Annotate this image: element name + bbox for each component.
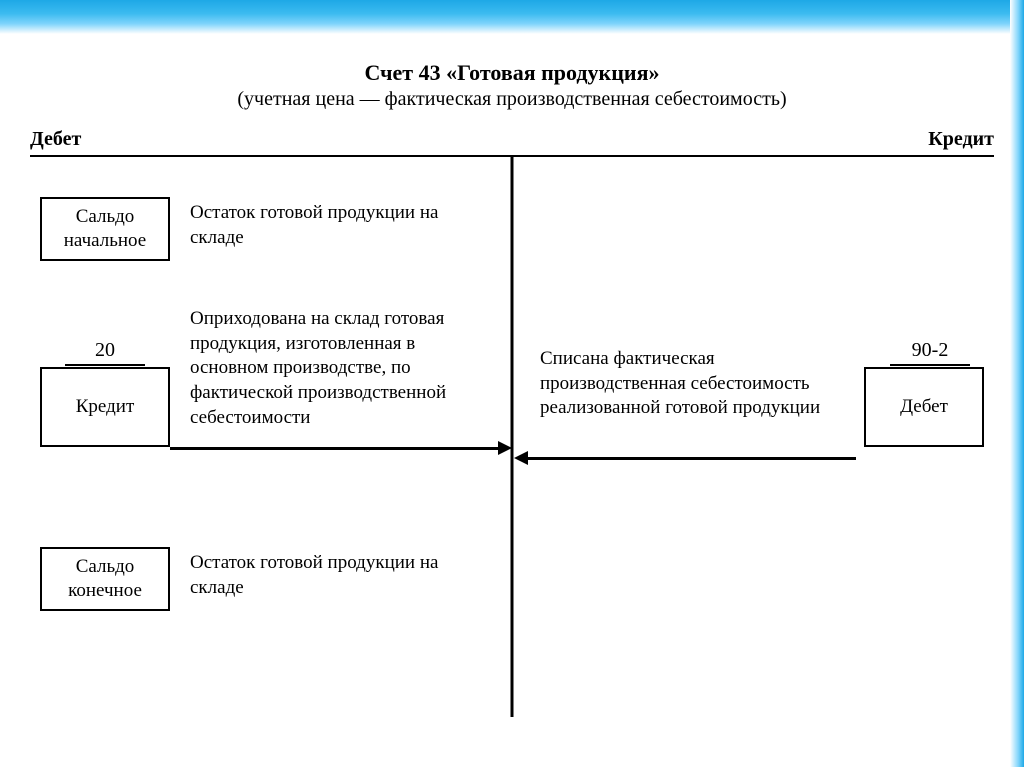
box-saldo-start: Сальдо начальное: [40, 197, 170, 261]
box-credit: Кредит: [40, 367, 170, 447]
center-divider: [511, 157, 514, 717]
header-credit: Кредит: [928, 128, 994, 151]
arrow-debit-line: [170, 447, 500, 450]
right-gradient: [1010, 0, 1024, 767]
desc-saldo-start: Остаток готовой продукции на складе: [190, 201, 490, 250]
arrow-debit-head: [498, 441, 512, 455]
arrow-credit-line: [528, 457, 856, 460]
account-right: 90-2: [890, 339, 970, 366]
t-account-body: Сальдо начальное Остаток готовой продукц…: [30, 157, 994, 717]
account-left: 20: [65, 339, 145, 366]
diagram-content: Счет 43 «Готовая продукция» (учетная цен…: [30, 60, 994, 717]
desc-saldo-end: Остаток готовой продукции на складе: [190, 551, 490, 600]
arrow-credit-head: [514, 451, 528, 465]
desc-credit-entry: Списана фактическая производственная себ…: [540, 347, 840, 421]
title-main: Счет 43 «Готовая продукция»: [30, 60, 994, 86]
top-gradient: [0, 0, 1024, 34]
t-account-header: Дебет Кредит: [30, 121, 994, 157]
desc-debit-entry: Оприходована на склад готовая продукция,…: [190, 307, 480, 430]
title-block: Счет 43 «Готовая продукция» (учетная цен…: [30, 60, 994, 111]
box-debit: Дебет: [864, 367, 984, 447]
header-debit: Дебет: [30, 128, 81, 151]
box-saldo-end: Сальдо конечное: [40, 547, 170, 611]
title-sub: (учетная цена –– фактическая производств…: [30, 88, 994, 111]
